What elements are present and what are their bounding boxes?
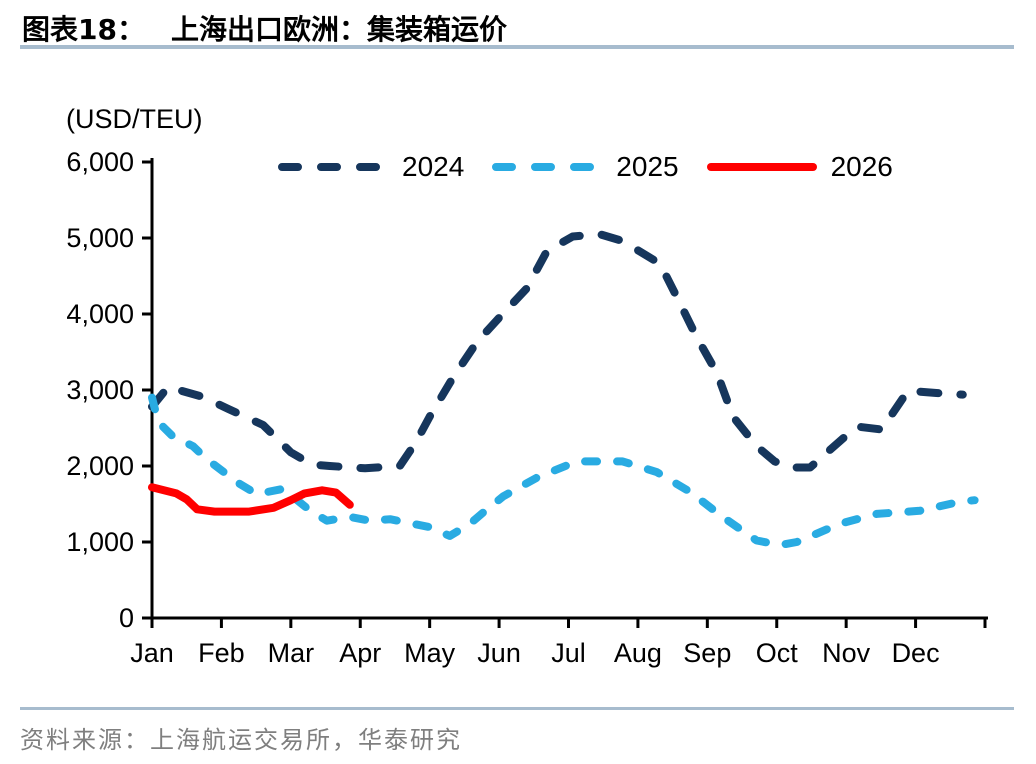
series-line-2026 bbox=[148, 483, 354, 516]
x-tick-label: Aug bbox=[614, 638, 662, 668]
series-line-2025 bbox=[148, 393, 979, 549]
x-tick-label: Jan bbox=[130, 638, 174, 668]
axes bbox=[150, 158, 988, 620]
legend-item-2024: 2024 bbox=[276, 151, 464, 183]
source-note: 资料来源：上海航运交易所，华泰研究 bbox=[20, 726, 462, 754]
x-tick-label: Mar bbox=[268, 638, 315, 668]
y-tick-label: 0 bbox=[119, 603, 134, 633]
legend-label-2026: 2026 bbox=[830, 151, 893, 182]
x-tick-label: Apr bbox=[339, 638, 381, 668]
legend-swatch-2026 bbox=[706, 163, 817, 171]
x-tick-label: Dec bbox=[892, 638, 940, 668]
chart-legend: 2024 2025 2026 bbox=[276, 151, 893, 183]
x-tick-label: Oct bbox=[756, 638, 799, 668]
y-tick-label: 1,000 bbox=[66, 527, 134, 557]
x-tick-label: Jun bbox=[477, 638, 521, 668]
legend-swatch-2025 bbox=[492, 163, 603, 171]
y-tick-label: 2,000 bbox=[66, 451, 134, 481]
footer-divider bbox=[20, 707, 1014, 710]
title-divider bbox=[20, 45, 1014, 49]
y-axis-unit-label: (USD/TEU) bbox=[66, 104, 203, 134]
chart-number-label: 图表18： bbox=[22, 13, 145, 46]
legend-swatch-2024 bbox=[278, 163, 388, 171]
axis-ticks-and-labels: 0 1,000 2,000 3,000 4,000 5,000 6,000 Jan Feb Mar… bbox=[66, 147, 987, 668]
x-tick-label: Sep bbox=[683, 638, 731, 668]
legend-label-2024: 2024 bbox=[402, 151, 465, 182]
series-line-2024 bbox=[148, 230, 967, 473]
y-tick-label: 4,000 bbox=[66, 299, 134, 329]
chart-title: 上海出口欧洲：集装箱运价 bbox=[170, 13, 507, 46]
legend-label-2025: 2025 bbox=[616, 151, 679, 182]
x-tick-label: Nov bbox=[822, 638, 871, 668]
legend-item-2026: 2026 bbox=[705, 151, 893, 183]
series-lines bbox=[148, 230, 979, 549]
x-tick-label: Feb bbox=[198, 638, 245, 668]
legend-item-2025: 2025 bbox=[490, 151, 679, 183]
x-tick-label: Jul bbox=[551, 638, 586, 668]
y-tick-label: 5,000 bbox=[66, 223, 134, 253]
chart-title-row: 图表18： 上海出口欧洲：集装箱运价 bbox=[22, 8, 507, 48]
x-tick-label: May bbox=[404, 638, 456, 668]
y-tick-label: 6,000 bbox=[66, 147, 134, 177]
y-tick-label: 3,000 bbox=[66, 375, 134, 405]
